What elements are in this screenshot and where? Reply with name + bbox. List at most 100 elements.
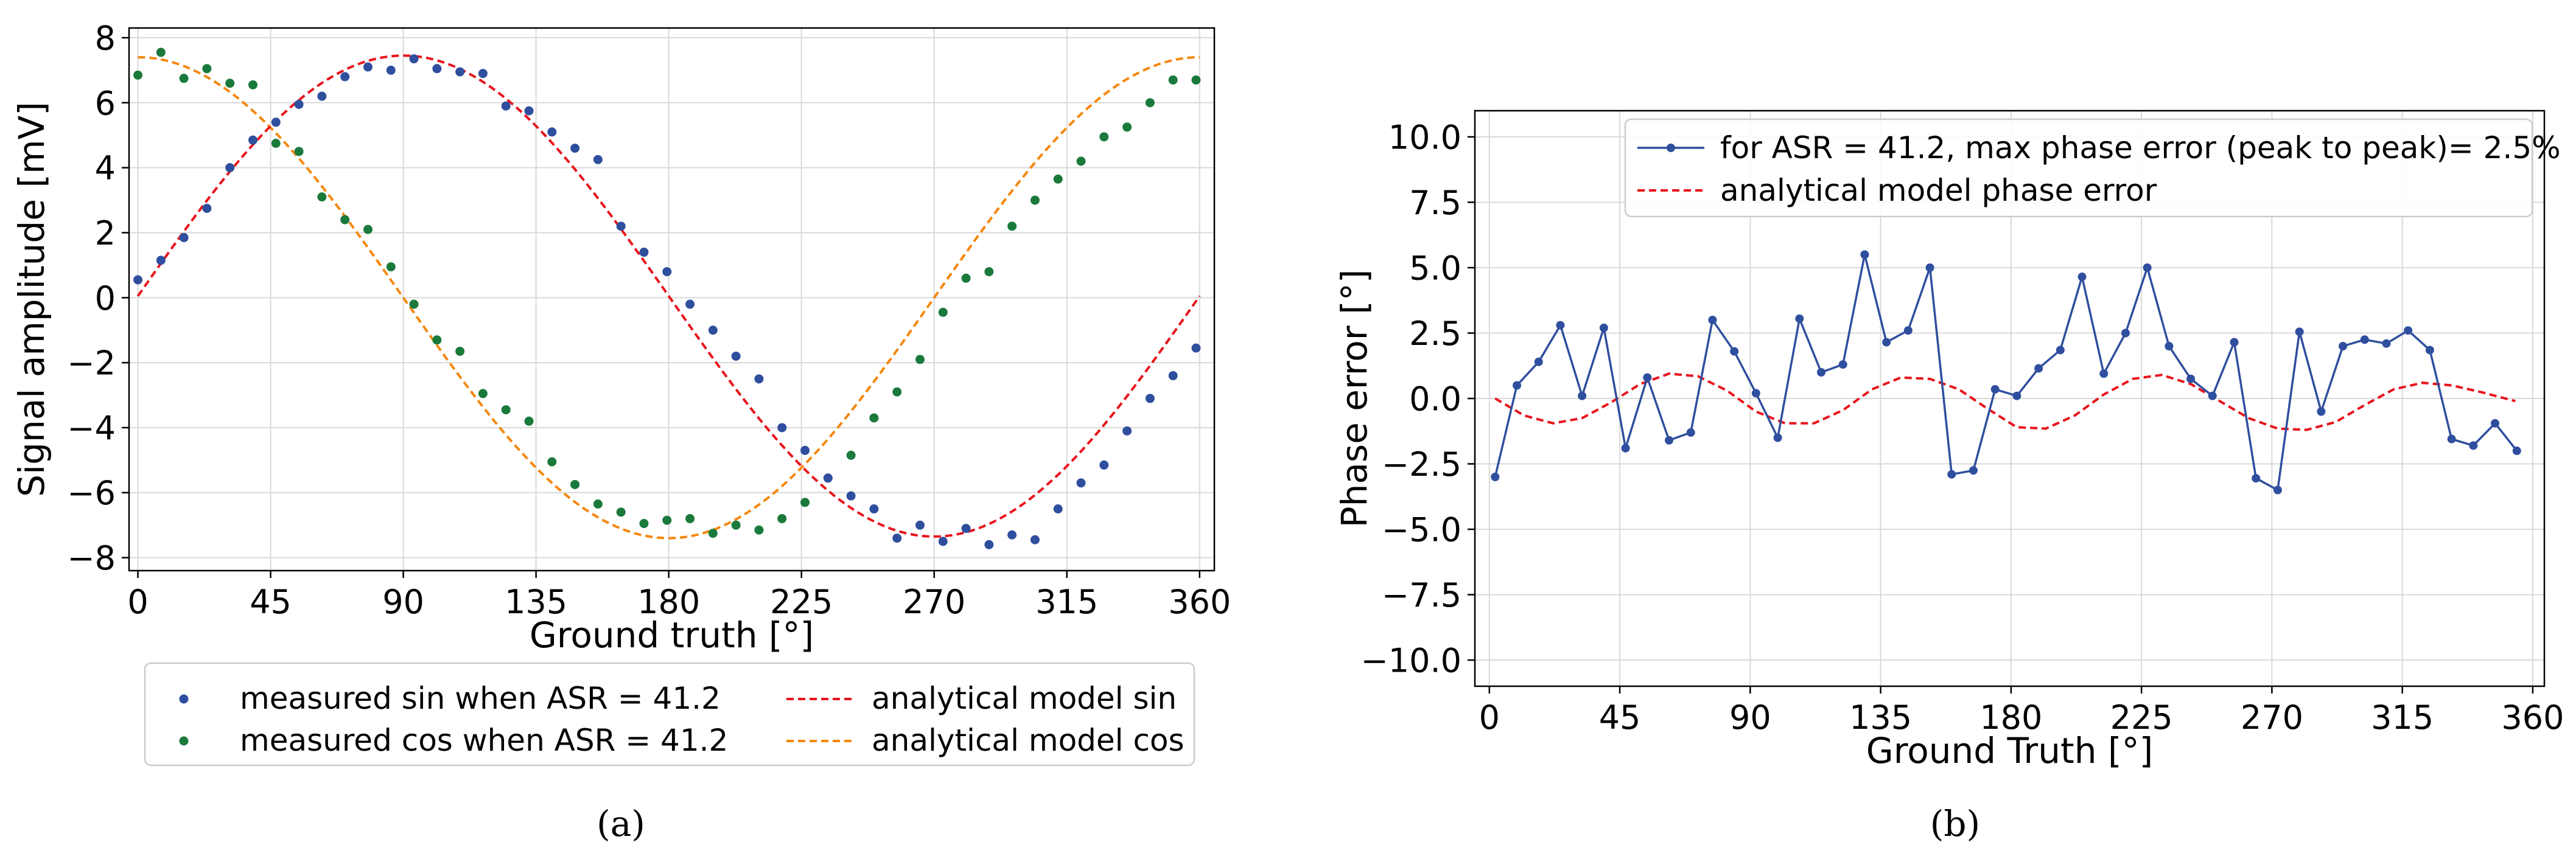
cos-point bbox=[754, 525, 764, 535]
cos-point bbox=[1076, 156, 1086, 166]
cos-point bbox=[938, 307, 948, 317]
measured-phase-error-point bbox=[2252, 474, 2261, 483]
cos-point bbox=[156, 47, 166, 57]
cos-point bbox=[455, 346, 465, 356]
measured-phase-error-point bbox=[2360, 335, 2369, 344]
sin-point bbox=[570, 144, 580, 153]
sin-point bbox=[547, 127, 557, 137]
model-sin-line bbox=[136, 54, 1201, 538]
caption-a: (a) bbox=[597, 803, 645, 844]
sin-point bbox=[708, 325, 718, 335]
cos-point bbox=[616, 507, 626, 517]
y-axis-label: Signal amplitude [mV] bbox=[11, 102, 52, 497]
sin-point bbox=[133, 275, 143, 285]
sin-point bbox=[478, 69, 488, 78]
sin-point bbox=[225, 163, 235, 173]
y-tick-label: −8 bbox=[67, 539, 116, 577]
sin-point bbox=[639, 248, 649, 257]
x-tick-label: 180 bbox=[637, 583, 700, 621]
x-tick-label: 45 bbox=[250, 583, 292, 621]
sin-point bbox=[248, 135, 257, 145]
plot-frame bbox=[128, 27, 1216, 572]
measured-phase-error-point bbox=[1578, 391, 1587, 400]
y-tick-label: −2.5 bbox=[1382, 445, 1461, 484]
cos-point bbox=[1007, 221, 1017, 231]
sin-point bbox=[501, 101, 511, 111]
x-tick-label: 90 bbox=[382, 583, 424, 621]
cos-point bbox=[570, 479, 580, 489]
sin-point bbox=[938, 537, 948, 546]
x-tick-label: 225 bbox=[770, 583, 833, 621]
legend-model-sin-label: analytical model sin bbox=[872, 681, 1177, 716]
measured-phase-error-point bbox=[2339, 342, 2348, 350]
sin-point bbox=[294, 100, 304, 110]
legend-frame bbox=[144, 662, 1195, 767]
measured-phase-error-point bbox=[1751, 389, 1760, 398]
sin-point bbox=[685, 299, 695, 309]
cos-point bbox=[1145, 98, 1155, 108]
x-tick-label: 180 bbox=[1979, 698, 2042, 737]
y-tick-label: −4 bbox=[67, 409, 116, 447]
cos-point bbox=[1030, 195, 1040, 205]
legend-b: for ASR = 41.2, max phase error (peak to… bbox=[1624, 118, 2561, 218]
chart-a: 0 45 90 135 180 225 270 315 360 −8 −6 −4 −2 0 2 4 6 8 Grou… bbox=[11, 19, 1231, 767]
sin-point bbox=[432, 64, 442, 74]
y-tick-label: 10.0 bbox=[1388, 118, 1461, 156]
cos-point bbox=[363, 224, 373, 234]
cos-point bbox=[892, 387, 902, 397]
sin-point bbox=[593, 155, 603, 164]
x-tick-label: 270 bbox=[903, 583, 965, 621]
sin-point bbox=[524, 106, 534, 116]
measured-phase-error-point bbox=[1643, 373, 1652, 382]
y-tick-label: 8 bbox=[95, 19, 116, 57]
measured-phase-error-point bbox=[1817, 368, 1826, 377]
cos-point bbox=[593, 499, 603, 509]
measured-phase-error-point bbox=[2099, 369, 2109, 378]
sin-point bbox=[731, 351, 741, 361]
x-axis-label: Ground truth [°] bbox=[530, 614, 814, 656]
measured-phase-error-point bbox=[1903, 326, 1913, 335]
sin-point bbox=[869, 504, 879, 514]
measured-phase-error-point bbox=[1838, 360, 1847, 369]
measured-phase-error-point bbox=[1513, 381, 1522, 390]
chart-b: 0 45 90 135 180 225 270 315 360 10.0 7.5 5.0 2.5 0.0 −… bbox=[1334, 110, 2564, 771]
model-phase-error-line bbox=[1494, 372, 2516, 431]
x-tick-label: 360 bbox=[2501, 698, 2564, 737]
measured-phase-error-point bbox=[1534, 357, 1543, 366]
cos-point bbox=[524, 416, 534, 426]
measured-phase-error-point bbox=[2447, 434, 2456, 443]
y-tick-label: −6 bbox=[67, 474, 116, 512]
x-tick-label: 225 bbox=[2110, 698, 2173, 737]
legend-measured-marker-dot bbox=[1667, 144, 1675, 152]
legend-measured-label: for ASR = 41.2, max phase error (peak to… bbox=[1720, 130, 2561, 165]
measured-phase-error-point bbox=[2295, 327, 2304, 336]
cos-point bbox=[1122, 122, 1132, 132]
measured-phase-error-point bbox=[2165, 342, 2174, 350]
measured-phase-error-point bbox=[2469, 441, 2478, 450]
sin-point bbox=[317, 91, 327, 101]
measured-phase-error-point bbox=[1925, 263, 1934, 272]
cos-point bbox=[478, 389, 488, 398]
measured-phase-error-point bbox=[2012, 391, 2021, 400]
y-tick-label: 0.0 bbox=[1409, 380, 1461, 418]
y-tick-label: −5.0 bbox=[1382, 510, 1461, 549]
x-tick-label: 0 bbox=[1479, 698, 1500, 737]
measured-phase-error-point bbox=[1599, 323, 1608, 332]
y-tick-label: 4 bbox=[95, 149, 116, 187]
cos-point bbox=[800, 498, 810, 507]
x-tick-label: 90 bbox=[1729, 698, 1771, 737]
measured-phase-error-point bbox=[2404, 326, 2413, 335]
measured-phase-error-point bbox=[2121, 329, 2130, 338]
sin-point bbox=[156, 256, 166, 265]
measured-phase-error-point bbox=[1556, 321, 1565, 330]
sin-point bbox=[984, 540, 994, 549]
cos-point bbox=[133, 70, 143, 80]
y-axis-label: Phase error [°] bbox=[1334, 270, 1375, 528]
x-tick-label: 135 bbox=[1849, 698, 1912, 737]
measured-phase-error-point bbox=[1730, 347, 1739, 356]
sin-point bbox=[823, 473, 833, 483]
x-tick-label: 270 bbox=[2241, 698, 2303, 737]
measured-phase-error-point bbox=[2382, 339, 2391, 348]
sin-point bbox=[846, 491, 856, 501]
